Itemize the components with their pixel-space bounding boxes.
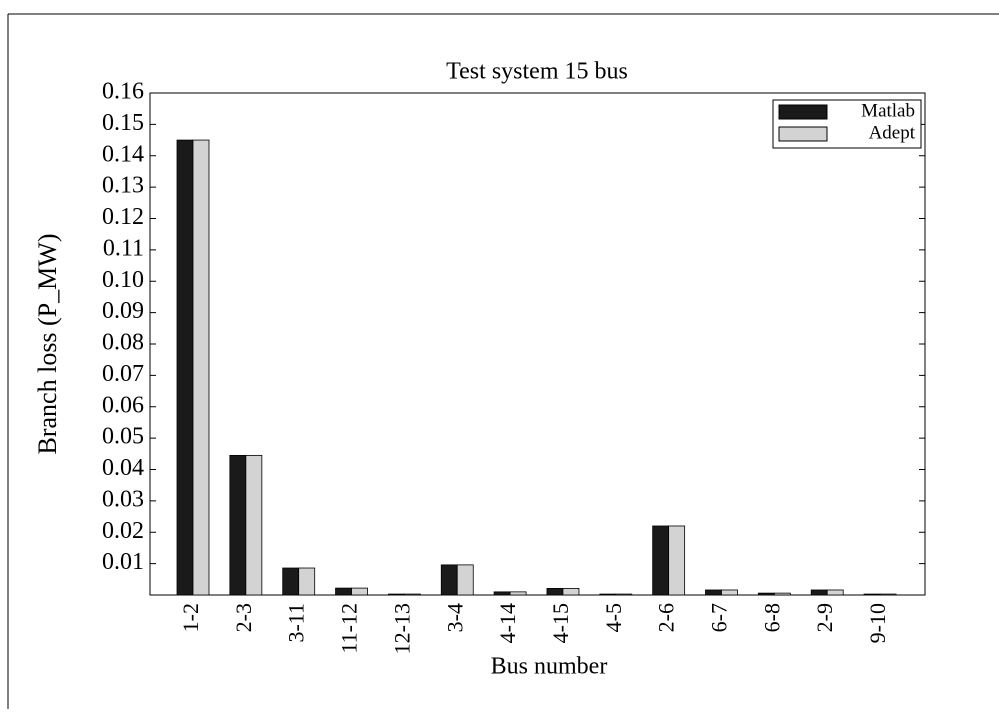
y-tick-label: 0.07 [102,361,144,387]
bar [335,587,352,596]
bar [456,564,474,596]
x-tick-label: 4-5 [601,603,626,632]
bar [879,593,897,596]
y-tick-label: 0.05 [102,424,144,450]
x-tick-label: 3-4 [442,603,467,632]
bar [192,139,210,596]
legend-label: Matlab [861,100,915,121]
x-tick-label: 2-9 [812,603,837,632]
bar [810,589,828,596]
legend-label: Adept [869,122,916,143]
x-tick-label: 12-13 [389,603,414,654]
y-tick-label: 0.10 [102,267,144,293]
bar [509,591,527,596]
y-tick-label: 0.02 [102,518,144,544]
legend-swatch [778,104,828,120]
bar [668,525,686,596]
y-axis-label: Branch loss (P_MW) [33,234,62,455]
bar [176,139,194,596]
y-tick-label: 0.04 [102,455,144,481]
bar [282,567,300,596]
bar [652,525,670,596]
y-tick-label: 0.09 [102,298,144,324]
bar [599,593,617,596]
bar [493,591,511,596]
plot-area [149,92,926,596]
y-tick-label: 0.14 [102,141,144,167]
y-tick-label: 0.15 [102,110,144,136]
x-tick-label: 11-12 [337,603,362,654]
bar [773,592,791,596]
bar [403,593,421,596]
x-tick-label: 4-15 [548,603,573,643]
y-tick-label: 0.11 [103,235,144,261]
y-tick-label: 0.01 [102,549,144,575]
x-tick-label: 2-3 [231,603,256,632]
x-tick-label: 9-10 [865,603,890,643]
bar [705,589,722,596]
bar [546,588,564,596]
bar [229,454,247,596]
bar [440,564,458,596]
bar [298,567,316,596]
bar [863,593,881,596]
legend-swatch [778,126,828,142]
x-tick-label: 1-2 [178,603,203,632]
x-tick-label: 2-6 [654,603,679,632]
bar [757,592,775,596]
y-tick-label: 0.08 [102,330,144,356]
x-tick-label: 6-8 [759,603,784,632]
bar [615,593,633,596]
y-tick-label: 0.03 [102,486,144,512]
y-tick-label: 0.16 [102,79,144,105]
y-tick-label: 0.13 [102,173,144,199]
bar [721,589,738,596]
x-tick-label: 6-7 [707,603,732,632]
bar [562,588,580,596]
bar [351,587,368,596]
y-tick-label: 0.06 [102,392,144,418]
bar [387,593,405,596]
bar [245,454,263,596]
x-tick-label: 3-11 [284,603,309,643]
x-axis-label: Bus number [491,654,608,680]
x-tick-label: 4-14 [495,603,520,643]
chart-title: Test system 15 bus [446,59,628,85]
bar [826,589,844,596]
y-tick-label: 0.12 [102,204,144,230]
